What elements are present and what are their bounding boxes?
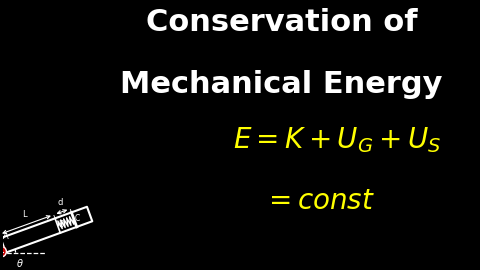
Text: B: B [58, 220, 63, 229]
Text: C: C [75, 214, 80, 223]
Text: $= const$: $= const$ [263, 187, 375, 215]
Text: d: d [58, 198, 63, 207]
Text: $\theta$: $\theta$ [15, 257, 24, 269]
Text: A: A [3, 232, 9, 241]
Text: L: L [22, 210, 27, 219]
Text: $E = K + U_G + U_S$: $E = K + U_G + U_S$ [233, 125, 442, 155]
Text: Mechanical Energy: Mechanical Energy [120, 70, 443, 99]
Circle shape [0, 246, 6, 257]
Text: Conservation of: Conservation of [146, 8, 418, 37]
